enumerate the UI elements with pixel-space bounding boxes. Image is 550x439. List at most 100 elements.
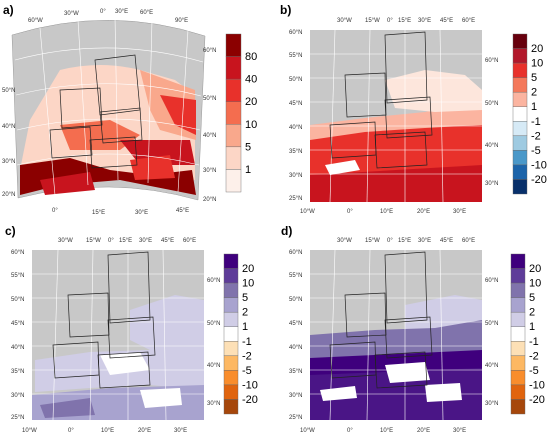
colorbar-swatch: [223, 341, 239, 357]
panel-b-lon-top-5: 45°E: [440, 18, 453, 24]
panel-c-lon-top-0: 30°W: [58, 238, 73, 244]
panel-d-lat-left-1: 55°N: [289, 273, 302, 279]
colorbar-label: 1: [242, 321, 248, 333]
panel-c-lon-top-1: 15°W: [86, 238, 101, 244]
panel-c-lon-bottom-4: 30°E: [174, 428, 187, 434]
colorbar-swatch: [510, 268, 526, 284]
panel-b-lon-bottom-1: 0°: [347, 209, 353, 215]
colorbar-label: -5: [531, 145, 541, 157]
panel-b-lon-top-2: 0°: [387, 18, 393, 24]
panel-a-lat-right-3: 30°N: [203, 168, 216, 174]
colorbar-swatch: [223, 282, 239, 298]
panel-a-lat-left-3: 20°N: [2, 192, 15, 198]
panel-b-lat-left-5: 35°N: [289, 149, 302, 155]
panel-d-lat-right-1: 50°N: [485, 321, 498, 327]
panel-a-map: 60°W 30°W 0° 30°E 60°E 90°E 50°N 40°N 30…: [2, 9, 257, 216]
colorbar-label: 20: [531, 43, 543, 55]
colorbar-swatch: [510, 370, 526, 386]
panel-a-lat-right-4: 20°N: [203, 197, 216, 203]
colorbar-label: 1: [529, 321, 535, 333]
colorbar-label: -5: [242, 365, 252, 377]
panel-b-colorbar: 20 10 5 2 1 -1 -2 -5 -10 -20: [512, 33, 547, 195]
colorbar-swatch: [510, 341, 526, 357]
colorbar-swatch: [225, 169, 242, 193]
panel-c-lon-top-6: 60°E: [183, 238, 196, 244]
colorbar-swatch: [512, 62, 528, 78]
colorbar-swatch: [223, 253, 239, 269]
panel-c-graticule: [32, 249, 204, 421]
panel-d-lat-left-7: 25°N: [289, 415, 302, 421]
colorbar-label: -20: [242, 394, 258, 406]
colorbar-swatch: [223, 399, 239, 415]
colorbar-label: -2: [531, 130, 541, 142]
colorbar-label: -20: [531, 174, 547, 186]
colorbar-swatch: [225, 56, 242, 80]
panel-c-lon-bottom-0: 10°W: [22, 428, 37, 434]
panel-b-lon-bottom-4: 30°E: [453, 209, 466, 215]
panel-c-lat-left-0: 60°N: [11, 250, 24, 256]
panel-a-lon-bottom-2: 30°E: [135, 210, 148, 216]
panel-b: b) 30°W 15°W 0°: [275, 0, 550, 220]
panel-b-lat-right-2: 40°N: [485, 143, 498, 149]
colorbar-swatch: [510, 297, 526, 313]
panel-c-lat-left-1: 55°N: [11, 273, 24, 279]
panel-b-lon-top-1: 15°W: [365, 18, 380, 24]
panel-d-lon-top-1: 15°W: [365, 238, 380, 244]
panel-a-lat-right-0: 60°N: [203, 48, 216, 54]
panel-a-lon-bottom-1: 15°E: [92, 210, 105, 216]
panel-d-map: 30°W 15°W 0° 15°E 30°E 45°E 60°E 60°N 55…: [289, 238, 545, 434]
panel-d-lon-bottom-0: 10°W: [300, 428, 315, 434]
colorbar-label: -2: [242, 350, 252, 362]
panel-a-lon-top-0: 60°W: [28, 18, 43, 24]
colorbar-swatch: [510, 326, 526, 342]
panel-d-lon-top-2: 0°: [387, 238, 393, 244]
colorbar-swatch: [510, 399, 526, 415]
panel-d-lon-top-4: 30°E: [418, 238, 431, 244]
panel-c-lon-bottom-3: 20°E: [138, 428, 151, 434]
panel-b-lat-left-3: 45°N: [289, 101, 302, 107]
panel-d-lat-right-0: 60°N: [485, 278, 498, 284]
colorbar-label: 40: [245, 74, 257, 86]
colorbar-swatch: [512, 179, 528, 195]
panel-c-lon-top-3: 15°E: [119, 238, 132, 244]
colorbar-label: 2: [531, 87, 537, 99]
panel-a-lon-top-1: 30°W: [64, 11, 79, 17]
colorbar-label: -10: [531, 159, 547, 171]
panel-c-lat-left-3: 45°N: [11, 321, 24, 327]
panel-b-lon-bottom-2: 10°E: [380, 209, 393, 215]
panel-a-lat-right-2: 40°N: [203, 133, 216, 139]
panel-d-lon-top-3: 15°E: [398, 238, 411, 244]
colorbar-swatch: [223, 311, 239, 327]
colorbar-label: -10: [529, 379, 545, 391]
colorbar-label: 20: [242, 263, 254, 275]
panel-b-lat-left-2: 50°N: [289, 77, 302, 83]
colorbar-label: -1: [531, 116, 541, 128]
colorbar-label: 10: [242, 278, 254, 290]
colorbar-label: 1: [245, 164, 251, 176]
panel-c-lat-right-2: 40°N: [207, 363, 220, 369]
colorbar-swatch: [510, 311, 526, 327]
panel-b-lat-left-1: 55°N: [289, 53, 302, 59]
panel-d-lon-bottom-1: 0°: [347, 428, 353, 434]
colorbar-label: -10: [242, 379, 258, 391]
panel-c-lon-top-2: 0°: [108, 238, 114, 244]
colorbar-swatch: [510, 253, 526, 269]
panel-d-lon-top-5: 45°E: [440, 238, 453, 244]
colorbar-label: 20: [245, 96, 257, 108]
panel-c-lat-right-3: 30°N: [207, 401, 220, 407]
panel-c-lon-top-5: 45°E: [161, 238, 174, 244]
panel-d-subdomains: [329, 251, 433, 389]
panel-b-lon-top-0: 30°W: [337, 18, 352, 24]
colorbar-label: 10: [245, 119, 257, 131]
panel-a-lon-top-4: 60°E: [140, 10, 153, 16]
panel-c-lon-bottom-1: 0°: [68, 428, 74, 434]
panel-a-lon-bottom-0: 0°: [52, 208, 58, 214]
panel-c-colorbar: 20 10 5 2 1 -1 -2 -5 -10 -20: [223, 253, 258, 415]
panel-a-lat-right-1: 50°N: [203, 96, 216, 102]
colorbar-swatch: [512, 106, 528, 122]
panel-b-lon-top-6: 60°E: [462, 18, 475, 24]
colorbar-swatch: [512, 164, 528, 180]
panel-d-label: d): [281, 224, 293, 238]
colorbar-swatch: [223, 326, 239, 342]
colorbar-swatch: [225, 33, 242, 57]
